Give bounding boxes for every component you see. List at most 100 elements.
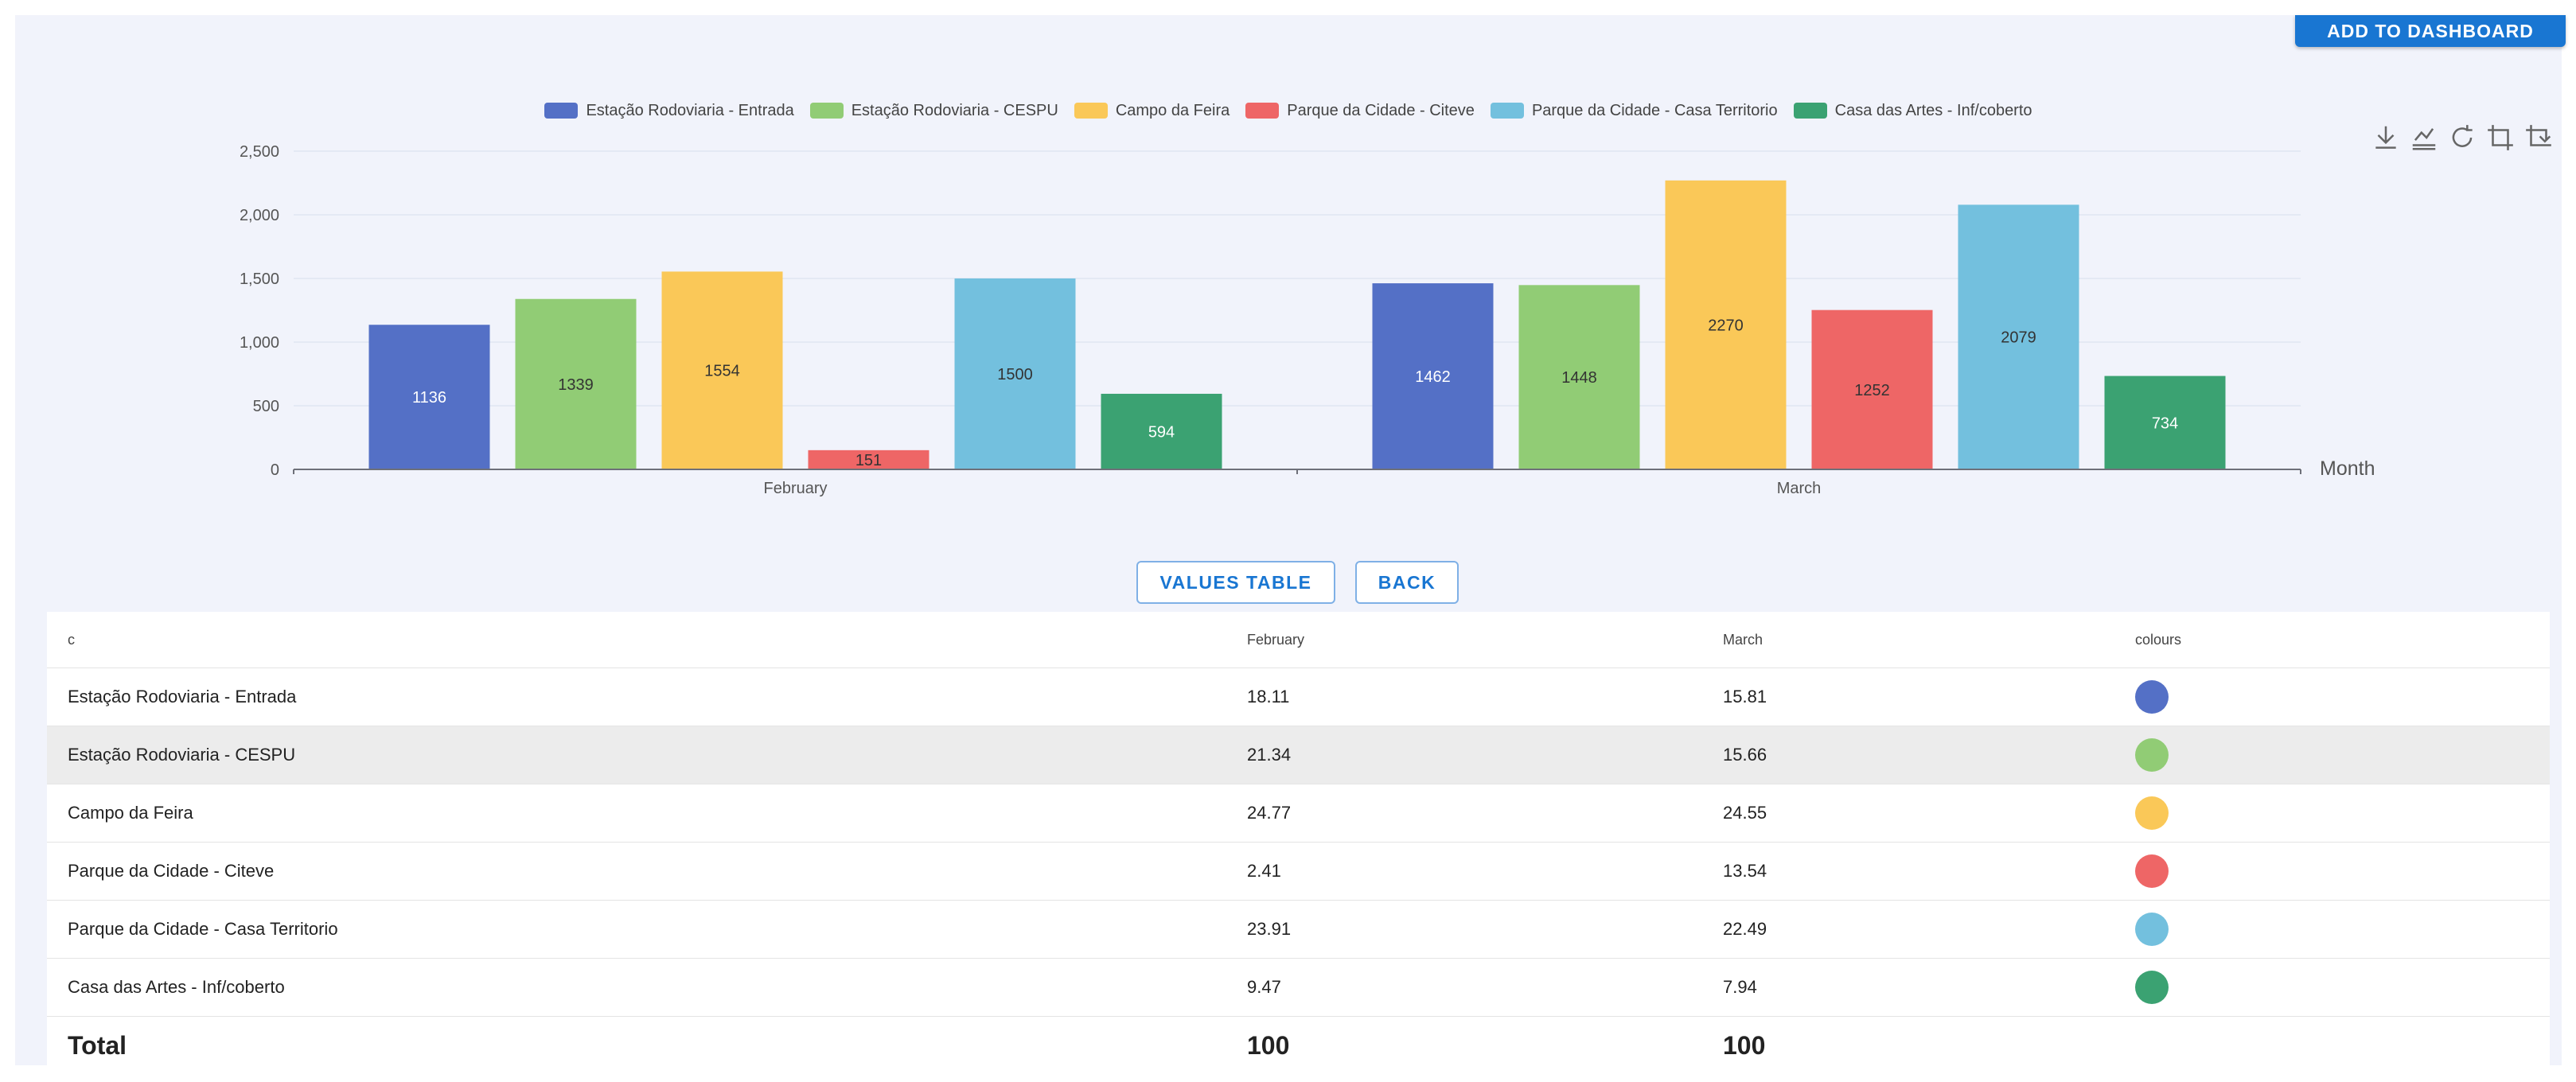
- colour-dot: [2135, 796, 2169, 830]
- x-axis-name: Month: [2320, 457, 2375, 480]
- colour-dot: [2135, 971, 2169, 1004]
- values-table: c February March colours Estação Rodovia…: [47, 612, 2550, 1074]
- row-colour: [2134, 958, 2550, 1017]
- bar[interactable]: [1518, 285, 1640, 469]
- total-february: 100: [1247, 1030, 1290, 1060]
- table-row[interactable]: Estação Rodoviaria - CESPU 21.34 15.66: [47, 726, 2550, 784]
- bar-value-label: 2270: [1708, 317, 1744, 334]
- column-header-colours[interactable]: colours: [2134, 612, 2550, 668]
- table-header-row: c February March colours: [47, 612, 2550, 668]
- bar[interactable]: [368, 325, 490, 469]
- chart-legend: Estação Rodoviaria - Entrada Estação Rod…: [15, 95, 2562, 126]
- bar[interactable]: [1101, 393, 1222, 469]
- legend-label: Campo da Feira: [1115, 101, 1230, 119]
- legend-swatch: [1793, 103, 1827, 119]
- crop-zoom-icon[interactable]: [2485, 123, 2516, 153]
- table-row[interactable]: Campo da Feira 24.77 24.55: [47, 784, 2550, 843]
- back-button[interactable]: BACK: [1355, 561, 1459, 604]
- legend-item-casa-das-artes[interactable]: Casa das Artes - Inf/coberto: [1793, 101, 2032, 120]
- bar[interactable]: [1665, 180, 1787, 470]
- row-february: 18.11: [1246, 667, 1722, 726]
- colour-dot: [2135, 854, 2169, 888]
- row-name: Parque da Cidade - Citeve: [47, 842, 1246, 901]
- row-name: Casa das Artes - Inf/coberto: [47, 958, 1246, 1017]
- download-icon[interactable]: [2371, 123, 2401, 153]
- row-february: 2.41: [1246, 842, 1722, 901]
- row-march: 15.66: [1722, 726, 2134, 784]
- chart-axes: 0 500 1,000 1,500 2,000 2,500 February March Mon…: [240, 143, 2375, 497]
- row-colour: [2134, 784, 2550, 843]
- report-panel: ADD TO DASHBOARD Estação Rodoviaria - En…: [15, 15, 2566, 1074]
- table-row[interactable]: Parque da Cidade - Citeve 2.41 13.54: [47, 842, 2550, 901]
- row-february: 24.77: [1246, 784, 1722, 843]
- bar-series: 1136 1339 1554 151 1500 594 1462 1448 2270 1252 20…: [368, 180, 2226, 470]
- data-view-icon[interactable]: [2409, 123, 2439, 153]
- bar[interactable]: [1811, 309, 1933, 469]
- crop-back-icon[interactable]: [2523, 123, 2554, 153]
- y-tick-label: 0: [271, 461, 279, 479]
- row-march: 7.94: [1722, 958, 2134, 1017]
- row-name: Campo da Feira: [47, 784, 1246, 843]
- column-header-february[interactable]: February: [1246, 612, 1722, 668]
- table-row[interactable]: Estação Rodoviaria - Entrada 18.11 15.81: [47, 667, 2550, 726]
- bar-value-label: 1448: [1561, 369, 1597, 387]
- x-tick-label: March: [1777, 480, 1822, 497]
- bar-value-label: 1252: [1854, 382, 1890, 399]
- total-label: Total: [68, 1030, 127, 1060]
- legend-swatch: [1074, 103, 1108, 119]
- bar-value-label: 2079: [2001, 329, 2036, 347]
- row-february: 9.47: [1246, 958, 1722, 1017]
- bar-value-label: 1339: [558, 376, 594, 394]
- restore-icon[interactable]: [2447, 123, 2477, 153]
- legend-item-citeve[interactable]: Parque da Cidade - Citeve: [1245, 102, 1475, 120]
- row-march: 22.49: [1722, 900, 2134, 959]
- colour-dot: [2135, 738, 2169, 772]
- column-header-c[interactable]: c: [47, 612, 1246, 668]
- bar[interactable]: [1958, 204, 2079, 469]
- row-colour: [2134, 842, 2550, 901]
- bar[interactable]: [2104, 376, 2226, 469]
- x-tick-label: February: [763, 480, 827, 497]
- bar-value-label: 734: [2152, 415, 2178, 432]
- chart-toolbox: [2371, 123, 2554, 153]
- row-february: 23.91: [1246, 900, 1722, 959]
- legend-item-cespu[interactable]: Estação Rodoviaria - CESPU: [809, 101, 1058, 120]
- legend-label: Estação Rodoviaria - CESPU: [851, 101, 1058, 119]
- bar[interactable]: [515, 298, 637, 469]
- bar-value-label: 1500: [997, 366, 1033, 383]
- row-name: Parque da Cidade - Casa Territorio: [47, 900, 1246, 959]
- legend-swatch: [809, 103, 844, 119]
- legend-label: Estação Rodoviaria - Entrada: [586, 101, 794, 119]
- legend-item-entrada[interactable]: Estação Rodoviaria - Entrada: [544, 101, 794, 120]
- total-colour: [2134, 1017, 2550, 1075]
- row-march: 13.54: [1722, 842, 2134, 901]
- bar[interactable]: [954, 278, 1076, 469]
- table-actions: VALUES TABLE BACK: [15, 561, 2562, 605]
- table-row[interactable]: Casa das Artes - Inf/coberto 9.47 7.94: [47, 958, 2550, 1017]
- table-row[interactable]: Parque da Cidade - Casa Territorio 23.91…: [47, 900, 2550, 959]
- bar[interactable]: [1372, 283, 1494, 469]
- colour-dot: [2135, 913, 2169, 946]
- row-colour: [2134, 667, 2550, 726]
- colour-dot: [2135, 680, 2169, 714]
- row-colour: [2134, 900, 2550, 959]
- row-name: Estação Rodoviaria - Entrada: [47, 667, 1246, 726]
- y-tick-label: 2,500: [240, 143, 279, 161]
- bar[interactable]: [661, 271, 783, 469]
- total-march: 100: [1723, 1030, 1766, 1060]
- row-colour: [2134, 726, 2550, 784]
- y-tick-label: 1,500: [240, 270, 279, 288]
- legend-swatch: [1245, 103, 1280, 119]
- legend-label: Parque da Cidade - Casa Territorio: [1531, 101, 1778, 119]
- y-tick-label: 500: [253, 398, 279, 415]
- bar[interactable]: [808, 450, 929, 469]
- row-name: Estação Rodoviaria - CESPU: [47, 726, 1246, 784]
- column-header-march[interactable]: March: [1722, 612, 2134, 668]
- legend-item-casa-territorio[interactable]: Parque da Cidade - Casa Territorio: [1490, 101, 1778, 120]
- add-to-dashboard-button[interactable]: ADD TO DASHBOARD: [2295, 15, 2566, 47]
- row-march: 24.55: [1722, 784, 2134, 843]
- legend-label: Casa das Artes - Inf/coberto: [1834, 101, 2032, 119]
- values-table-button[interactable]: VALUES TABLE: [1136, 561, 1335, 604]
- legend-item-campo-da-feira[interactable]: Campo da Feira: [1074, 102, 1230, 120]
- bar-chart: 1136 1339 1554 151 1500 594 1462 1448 2270 1252 20…: [240, 143, 2375, 497]
